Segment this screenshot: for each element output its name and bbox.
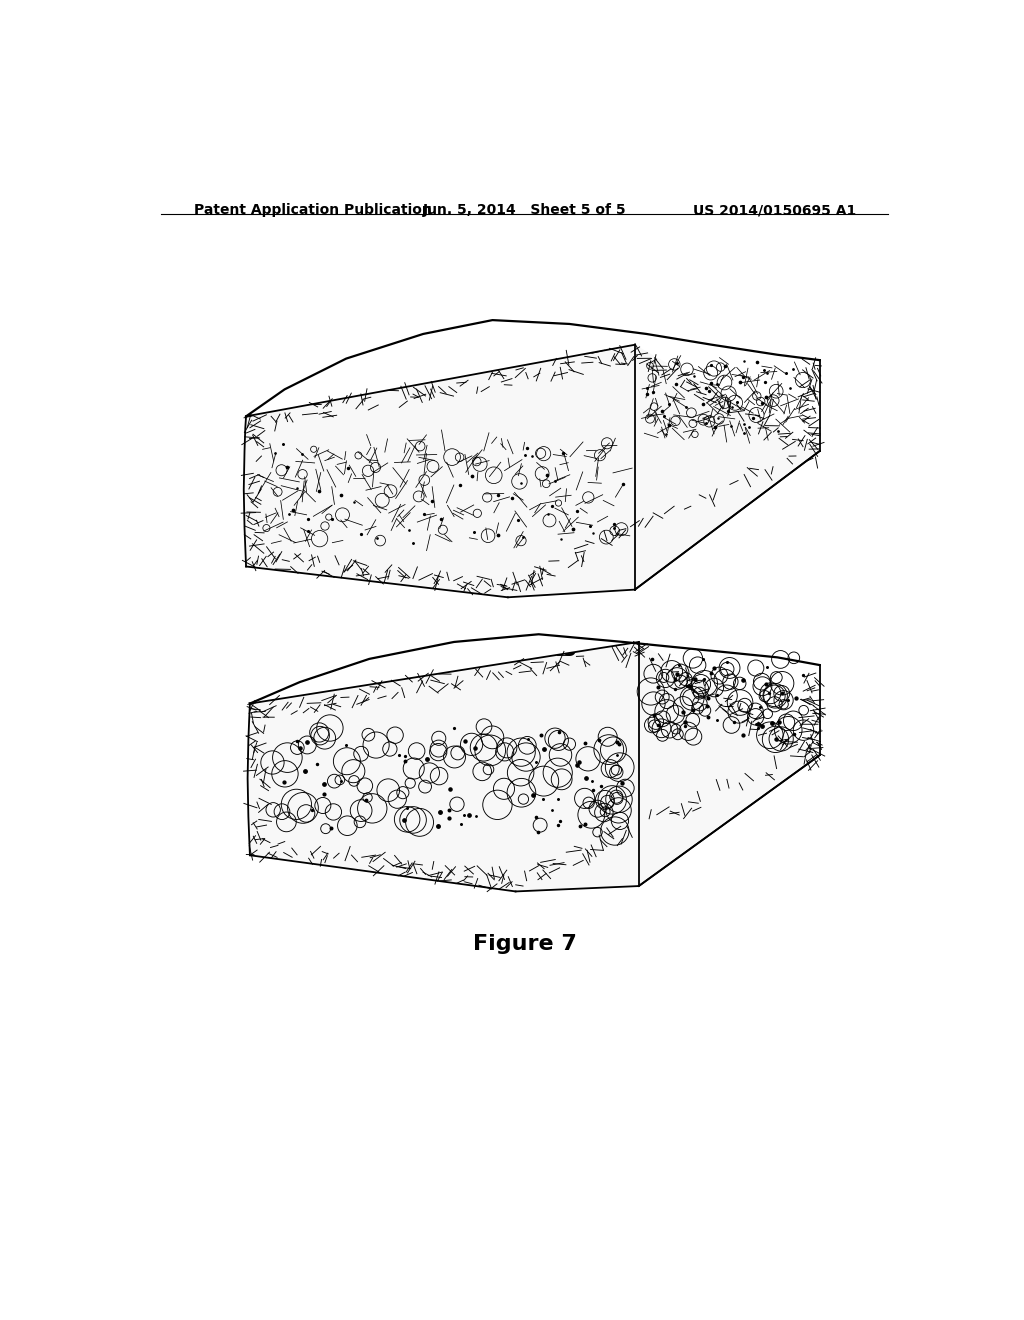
Text: Patent Application Publication: Patent Application Publication [194,203,431,216]
Polygon shape [515,642,819,891]
Polygon shape [508,334,819,598]
Polygon shape [248,642,639,891]
Text: Jun. 5, 2014   Sheet 5 of 5: Jun. 5, 2014 Sheet 5 of 5 [423,203,627,216]
Polygon shape [246,321,819,451]
Polygon shape [250,635,819,755]
Text: Figure 7: Figure 7 [473,933,577,954]
Polygon shape [244,345,635,598]
Text: US 2014/0150695 A1: US 2014/0150695 A1 [692,203,856,216]
Text: Figure 6: Figure 6 [473,640,577,660]
